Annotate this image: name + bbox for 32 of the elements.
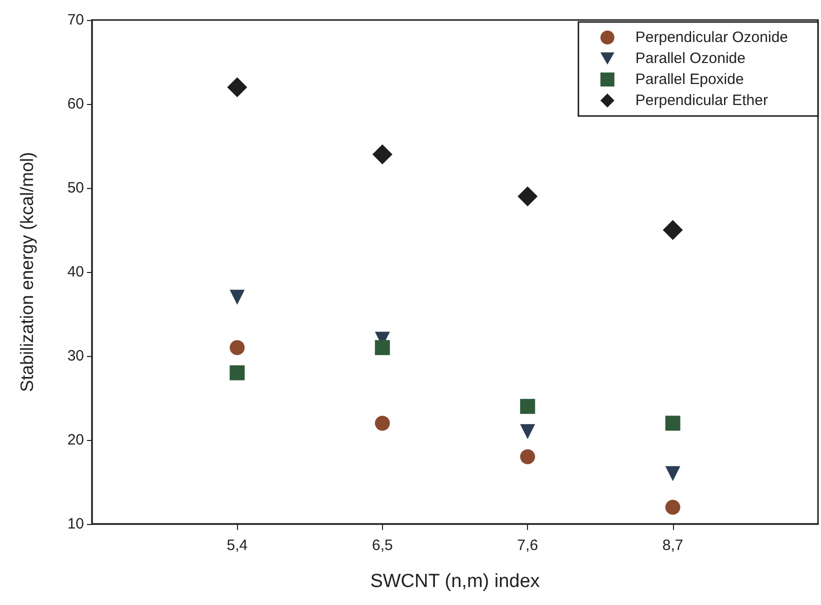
point bbox=[520, 398, 536, 414]
legend-label: Parallel Ozonide bbox=[635, 50, 746, 67]
point bbox=[665, 466, 680, 482]
x-tick-label: 5,4 bbox=[226, 537, 248, 554]
point bbox=[520, 424, 536, 440]
point bbox=[520, 449, 536, 464]
point bbox=[665, 500, 680, 515]
y-tick-label: 60 bbox=[67, 96, 84, 112]
point bbox=[230, 290, 245, 305]
y-tick-label: 20 bbox=[67, 432, 84, 448]
y-axis-title: Stabilization energy (kcal/mol) bbox=[17, 152, 37, 392]
y-tick-label: 30 bbox=[67, 348, 84, 364]
y-tick-label: 50 bbox=[67, 180, 84, 196]
point bbox=[230, 365, 245, 380]
point bbox=[374, 416, 390, 431]
point bbox=[374, 340, 390, 356]
y-tick-label: 40 bbox=[67, 264, 84, 280]
legend-label: Perpendicular Ether bbox=[635, 92, 768, 109]
x-tick-label: 8,7 bbox=[662, 537, 684, 554]
point bbox=[227, 77, 248, 98]
x-tick-label: 7,6 bbox=[517, 537, 538, 554]
point bbox=[230, 340, 245, 356]
point bbox=[662, 220, 683, 240]
point bbox=[665, 416, 680, 431]
point bbox=[372, 144, 392, 164]
y-tick-label: 70 bbox=[67, 12, 84, 28]
x-tick-label: 6,5 bbox=[372, 537, 393, 554]
point bbox=[518, 186, 538, 206]
legend-label: Parallel Epoxide bbox=[635, 71, 744, 88]
legend-label: Perpendicular Ozonide bbox=[635, 29, 788, 46]
y-tick-label: 10 bbox=[67, 516, 84, 532]
x-axis-title: SWCNT (n,m) index bbox=[370, 571, 540, 592]
